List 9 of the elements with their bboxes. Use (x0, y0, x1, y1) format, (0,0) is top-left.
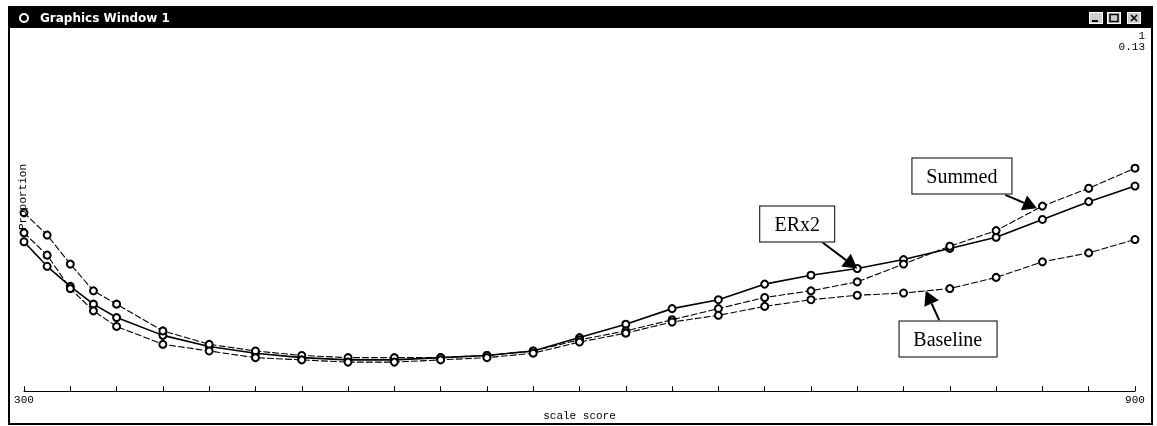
text: 1 (1138, 30, 1145, 42)
annotation: ERx2 (759, 205, 836, 242)
annotation: Baseline (898, 320, 998, 358)
annotation: Summed (911, 157, 1013, 195)
x-axis-title: scale score (543, 409, 616, 422)
x-tick-label: 300 (14, 393, 34, 406)
text: 0.13 (1118, 41, 1145, 53)
chart-title: Graphics Window 1 (40, 10, 170, 27)
x-tick-label: 900 (1125, 393, 1145, 406)
